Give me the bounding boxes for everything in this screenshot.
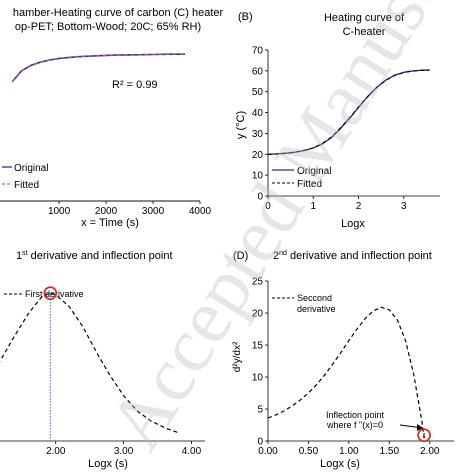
x-tick-label: 3: [401, 201, 407, 212]
legend-second-derivative-label-2: derivative: [297, 304, 336, 314]
y-tick-label: 20: [252, 150, 264, 161]
y-tick-label: 10: [252, 171, 264, 182]
panel-a-title-line-2: op-PET; Bottom-Wood; 20C; 65% RH): [15, 21, 201, 33]
panel-d-label: (D): [233, 250, 248, 262]
x-tick-label: 0.50: [299, 446, 319, 457]
legend-fitted-label: Fitted: [297, 179, 322, 190]
y-tick-label: 10: [252, 373, 264, 384]
annotation-line-2: where f "(x)=0: [326, 420, 383, 430]
series-line-original: [267, 69, 430, 155]
series-line-original: [11, 53, 185, 83]
panel-d-xlabel: Logx (s): [320, 458, 360, 470]
y-tick-label: 25: [252, 277, 264, 288]
panel-c: 1st derivative and inflection point Firs…: [0, 250, 205, 470]
panel-b-legend: Original Fitted: [272, 166, 331, 190]
y-tick-label: 70: [252, 46, 264, 57]
panel-b-ylabel: y (°C): [235, 111, 247, 139]
y-tick-label: 30: [252, 129, 264, 140]
y-tick-label: 15: [252, 341, 264, 352]
panel-b-title-line-1: Heating curve of: [324, 12, 405, 24]
x-tick-label: 0: [265, 201, 271, 212]
x-tick-label: 1.50: [380, 446, 400, 457]
panel-b-label: (B): [238, 11, 253, 23]
annotation-arrow-head: [417, 424, 423, 431]
x-tick-label: 0.00: [258, 446, 278, 457]
y-tick-label: 40: [252, 108, 264, 119]
panel-c-title: 1st derivative and inflection point: [16, 250, 173, 262]
panel-a-legend: Original Fitted: [2, 163, 48, 191]
panel-b-title-line-2: C-heater: [343, 26, 386, 38]
legend-original-label: Original: [297, 166, 331, 177]
legend-fitted-label: Fitted: [14, 180, 39, 191]
panel-d-title: 2nd derivative and inflection point: [273, 250, 432, 262]
panel-d-legend: Seccond derivative: [272, 293, 336, 314]
inflection-point-marker: [417, 428, 431, 443]
panel-a-title-line-1: hamber-Heating curve of carbon (C) heate…: [13, 7, 224, 19]
series-line-fitted: [11, 53, 185, 83]
series-line-fitted: [267, 69, 430, 155]
x-tick-label: 2000: [95, 206, 118, 217]
panel-b-xlabel: Logx: [341, 218, 365, 230]
panel-a-xlabel: x = Time (s): [81, 217, 139, 229]
panel-d-ylabel: d²y/dx²: [232, 341, 243, 372]
panel-a-r2-annotation: R² = 0.99: [112, 79, 158, 91]
x-tick-label: 4000: [189, 206, 212, 217]
inflection-point-number: 1: [422, 433, 426, 440]
panel-c-xlabel: Logx (s): [88, 458, 128, 470]
x-tick-label: 1.00: [339, 446, 359, 457]
x-tick-label: 3000: [142, 206, 165, 217]
panel-d-inflection-annotation: Inflection point where f "(x)=0: [326, 410, 424, 431]
legend-original-label: Original: [14, 163, 48, 174]
y-tick-label: 5: [257, 405, 263, 416]
panel-b: (B) Heating curve of C-heater y (°C) Ori…: [235, 11, 440, 230]
panel-d: (D) 2nd derivative and inflection point …: [232, 250, 454, 470]
y-tick-label: 0: [257, 437, 263, 448]
series-line-first-derivative: [0, 292, 179, 434]
x-tick-label: 1000: [48, 206, 71, 217]
annotation-line-1: Inflection point: [326, 410, 385, 420]
x-tick-label: 4.00: [182, 446, 202, 457]
y-tick-label: 60: [252, 66, 264, 77]
x-tick-label: 1: [310, 201, 316, 212]
legend-second-derivative-label-1: Seccond: [297, 293, 332, 303]
inflection-point-marker: [43, 286, 58, 300]
x-tick-label: 2.00: [420, 446, 440, 457]
series-line-seccond-derivative: [267, 306, 425, 438]
x-tick-label: 3.00: [114, 446, 134, 457]
panel-a: hamber-Heating curve of carbon (C) heate…: [0, 7, 223, 229]
y-tick-label: 20: [252, 309, 264, 320]
y-tick-label: 50: [252, 87, 264, 98]
x-tick-label: 2: [356, 201, 362, 212]
y-tick-label: 0: [257, 192, 263, 203]
x-tick-label: 2.00: [46, 446, 66, 457]
